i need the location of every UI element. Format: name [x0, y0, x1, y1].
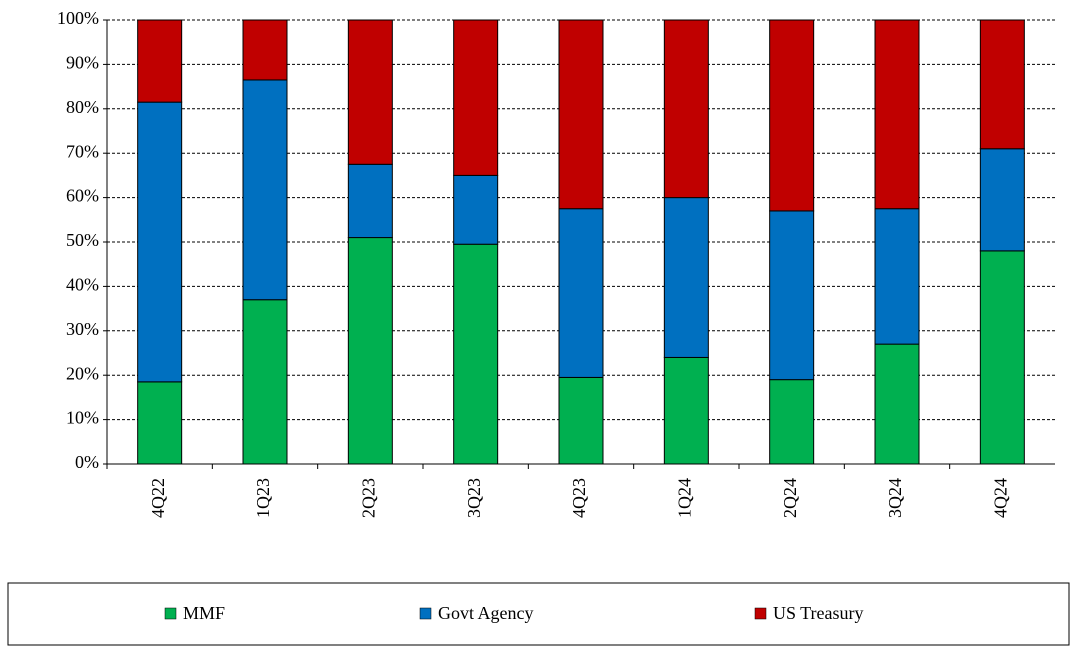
- bar-segment: [769, 210, 815, 381]
- y-tick-label: 50%: [66, 230, 99, 250]
- x-tick-label: 4Q22: [148, 478, 168, 518]
- bar-segment: [453, 174, 499, 245]
- y-tick-label: 80%: [66, 97, 99, 117]
- y-tick-label: 10%: [66, 408, 99, 428]
- bar-segment: [453, 19, 499, 176]
- bar-segment: [979, 19, 1025, 150]
- y-tick-label: 20%: [66, 363, 99, 383]
- bar-segment: [874, 19, 920, 210]
- bar-segment: [874, 208, 920, 345]
- y-tick-label: 40%: [66, 275, 99, 295]
- x-tick-label: 1Q24: [674, 478, 694, 518]
- bar-segment: [558, 19, 604, 210]
- legend-swatch: [754, 607, 767, 620]
- x-tick-label: 1Q23: [253, 478, 273, 518]
- bar-segment: [558, 208, 604, 378]
- legend-box: [7, 582, 1070, 646]
- bar-segment: [769, 379, 815, 465]
- x-tick-label: 4Q24: [990, 478, 1010, 518]
- bar-segment: [663, 19, 709, 199]
- legend-label: MMF: [183, 603, 225, 623]
- y-tick-label: 100%: [57, 8, 99, 28]
- bar-segment: [242, 19, 288, 81]
- bar-segment: [979, 148, 1025, 252]
- bar-segment: [663, 356, 709, 465]
- bar-segment: [874, 343, 920, 465]
- y-tick-label: 30%: [66, 319, 99, 339]
- y-tick-label: 0%: [75, 452, 99, 472]
- bar-segment: [347, 237, 393, 465]
- bar-segment: [558, 376, 604, 465]
- bar-segment: [769, 19, 815, 212]
- bar-segment: [242, 299, 288, 465]
- legend-label: Govt Agency: [438, 603, 533, 623]
- x-tick-label: 4Q23: [569, 478, 589, 518]
- bar-segment: [137, 381, 183, 465]
- bar-segment: [137, 101, 183, 383]
- bar-segment: [347, 163, 393, 239]
- x-tick-label: 2Q24: [780, 478, 800, 518]
- x-tick-label: 3Q23: [464, 478, 484, 518]
- bar-segment: [453, 243, 499, 465]
- bar-segment: [663, 197, 709, 358]
- bar-segment: [979, 250, 1025, 465]
- x-tick-label: 3Q24: [885, 478, 905, 518]
- x-tick-label: 2Q23: [358, 478, 378, 518]
- legend-label: US Treasury: [773, 603, 864, 623]
- bar-segment: [347, 19, 393, 165]
- bar-segment: [242, 79, 288, 301]
- legend-swatch: [164, 607, 177, 620]
- y-tick-label: 90%: [66, 53, 99, 73]
- bar-segment: [137, 19, 183, 103]
- legend-swatch: [419, 607, 432, 620]
- y-tick-label: 70%: [66, 141, 99, 161]
- y-tick-label: 60%: [66, 186, 99, 206]
